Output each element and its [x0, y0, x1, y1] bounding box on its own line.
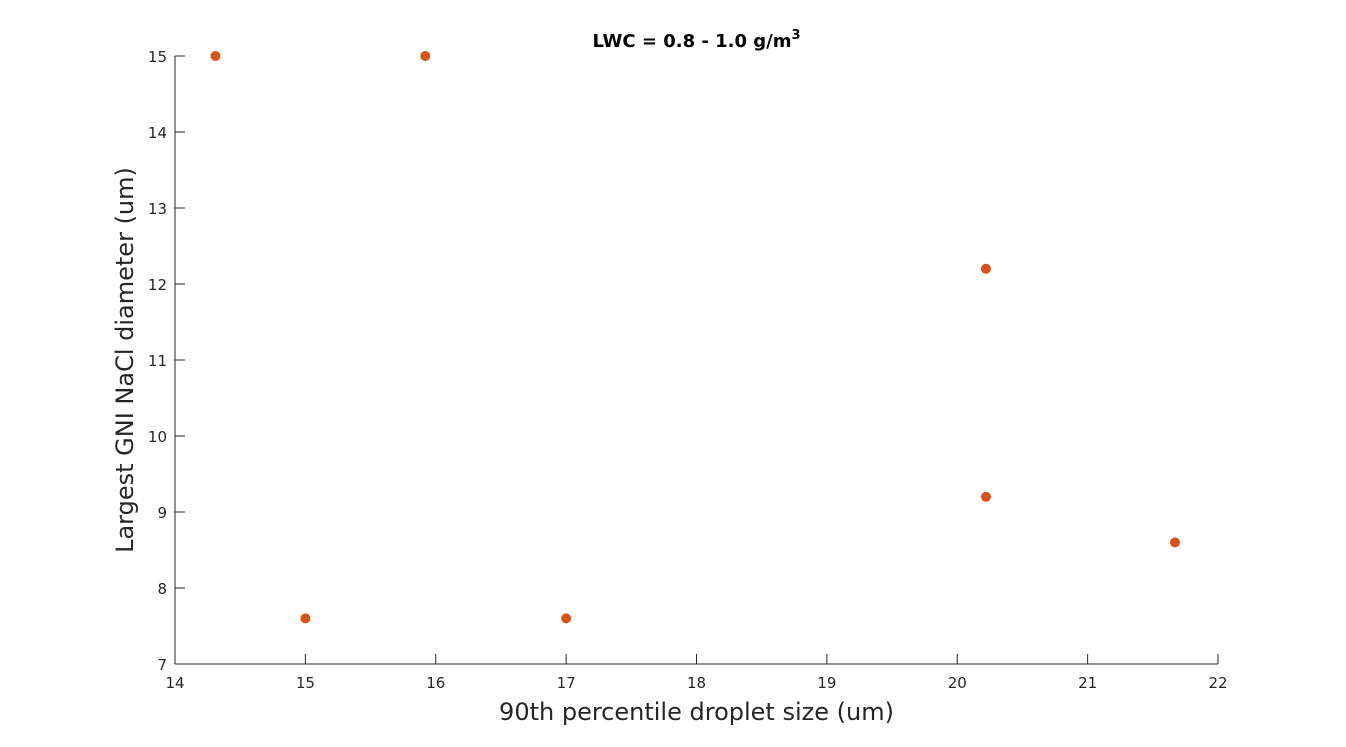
y-tick-label: 13: [148, 200, 167, 218]
x-tick-label: 20: [948, 674, 967, 692]
x-axis-label: 90th percentile droplet size (um): [499, 698, 894, 726]
chart-title: LWC = 0.8 - 1.0 g/m3: [592, 28, 800, 52]
data-point: [300, 613, 311, 624]
y-tick-label: 9: [157, 504, 167, 522]
x-tick-label: 18: [687, 674, 706, 692]
y-axis-label: Largest GNI NaCl diameter (um): [111, 167, 139, 553]
y-tick-label: 15: [148, 48, 167, 66]
y-tick-label: 12: [148, 276, 167, 294]
y-tick-label: 10: [148, 428, 167, 446]
x-tick-label: 17: [557, 674, 576, 692]
data-point: [980, 263, 991, 274]
y-ticks: 7 8 9 10 11 12 13 14 15: [148, 48, 185, 674]
y-tick-label: 14: [148, 124, 167, 142]
axes: [174, 56, 1218, 665]
chart-title-text: LWC = 0.8 - 1.0 g/m: [592, 31, 791, 52]
chart-title-superscript: 3: [791, 28, 800, 43]
x-tick-label: 19: [817, 674, 836, 692]
data-point: [561, 613, 572, 624]
data-point: [980, 491, 991, 502]
x-tick-label: 15: [296, 674, 315, 692]
y-tick-label: 8: [157, 580, 167, 598]
x-ticks: 14 15 16 17 18 19 20 21 22: [165, 654, 1228, 692]
data-point: [420, 51, 431, 61]
data-point: [1169, 537, 1180, 548]
x-tick-label: 16: [426, 674, 445, 692]
data-point: [210, 51, 221, 61]
x-tick-label: 14: [165, 674, 184, 692]
y-tick-label: 11: [148, 352, 167, 370]
x-tick-label: 22: [1208, 674, 1227, 692]
data-points: [210, 51, 1180, 624]
x-tick-label: 21: [1078, 674, 1097, 692]
y-tick-label: 7: [157, 656, 167, 674]
